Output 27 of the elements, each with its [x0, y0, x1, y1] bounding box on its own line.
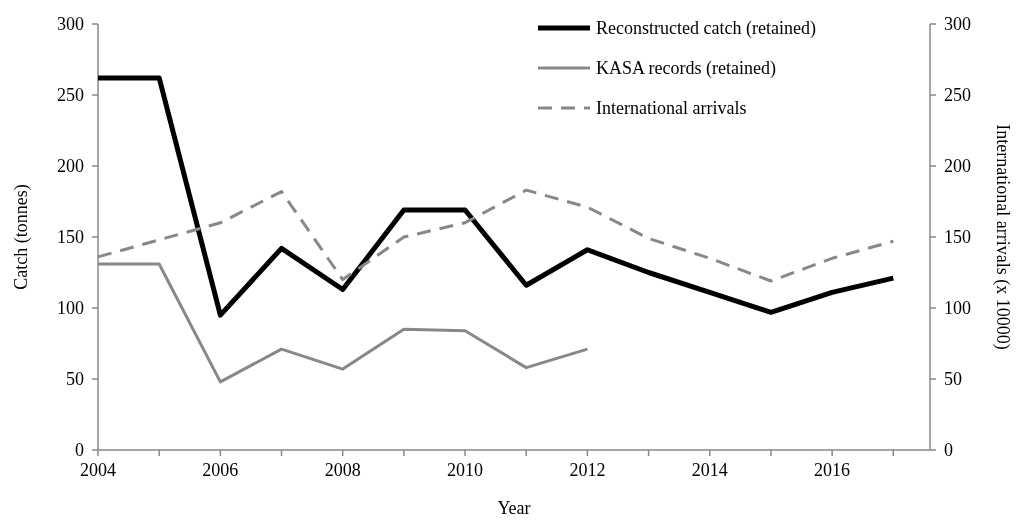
x-tick-label: 2012	[569, 460, 606, 480]
y2-tick-label: 150	[944, 227, 971, 247]
x-tick-label: 2010	[447, 460, 484, 480]
x-tick-label: 2006	[202, 460, 239, 480]
y2-tick-label: 50	[944, 369, 962, 389]
y-tick-label: 100	[57, 298, 84, 318]
legend-label: International arrivals	[596, 98, 747, 118]
legend-label: Reconstructed catch (retained)	[596, 18, 816, 39]
y2-axis-title: International arrivals (x 10000)	[992, 124, 1013, 350]
y2-tick-label: 250	[944, 85, 971, 105]
y2-tick-label: 0	[944, 440, 953, 460]
y-tick-label: 200	[57, 156, 84, 176]
x-tick-label: 2004	[80, 460, 116, 480]
y-tick-label: 50	[66, 369, 84, 389]
y2-tick-label: 200	[944, 156, 971, 176]
x-tick-label: 2014	[691, 460, 728, 480]
y2-tick-label: 300	[944, 14, 971, 34]
y-tick-label: 250	[57, 85, 84, 105]
y2-tick-label: 100	[944, 298, 971, 318]
legend-label: KASA records (retained)	[596, 58, 776, 79]
y-tick-label: 300	[57, 14, 84, 34]
y-tick-label: 0	[75, 440, 84, 460]
x-tick-label: 2016	[814, 460, 851, 480]
y-tick-label: 150	[57, 227, 84, 247]
y-axis-title: Catch (tonnes)	[11, 184, 32, 290]
x-axis-title: Year	[497, 498, 531, 518]
x-tick-label: 2008	[324, 460, 361, 480]
